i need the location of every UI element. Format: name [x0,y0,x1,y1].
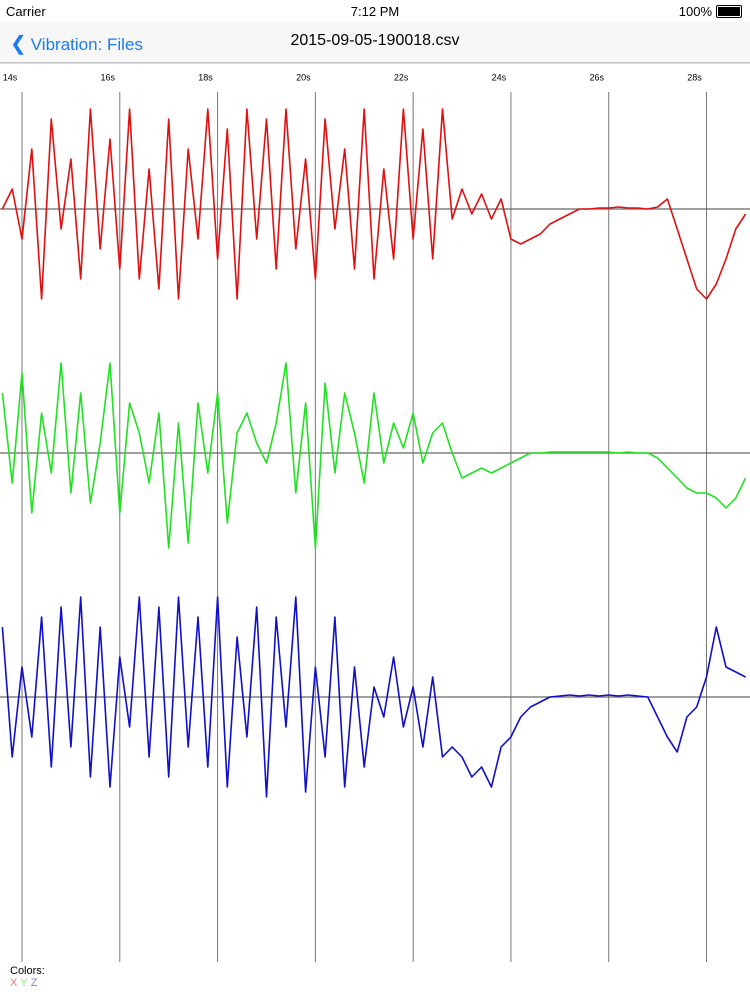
back-button[interactable]: ❮ Vibration: Files [10,33,143,55]
x-tick-label: 26s [589,72,604,82]
clock: 7:12 PM [350,4,400,19]
legend-entry: X [10,977,18,989]
battery-icon [716,5,742,18]
x-tick-label: 18s [198,72,213,82]
battery-level: 100% [678,4,712,19]
carrier: Carrier [6,4,46,19]
x-tick-label: 20s [296,72,311,82]
nav-title: 2015-09-05-190018.csv [290,32,460,49]
x-tick-label: 28s [687,72,702,82]
chart: 14s 16s 18s 20s 22s 24s 26s 28s [0,63,750,962]
status-bar: Carrier 7:12 PM 100% [0,0,750,22]
waveform [1,596,746,798]
x-tick-label: 22s [394,72,409,82]
colors-label: Colors: [10,965,45,977]
waveform [1,362,747,549]
legend-entry: Z [30,977,38,989]
x-tick-label: 16s [101,72,116,82]
back-label[interactable]: Vibration: Files [30,35,143,54]
nav-bar: ❮ Vibration: Files 2015-09-05-190018.csv [0,22,750,63]
x-tick-label: 14s [3,72,18,82]
waveform [1,108,747,300]
legend-entry: Y [20,977,28,989]
x-tick-label: 24s [492,72,507,82]
